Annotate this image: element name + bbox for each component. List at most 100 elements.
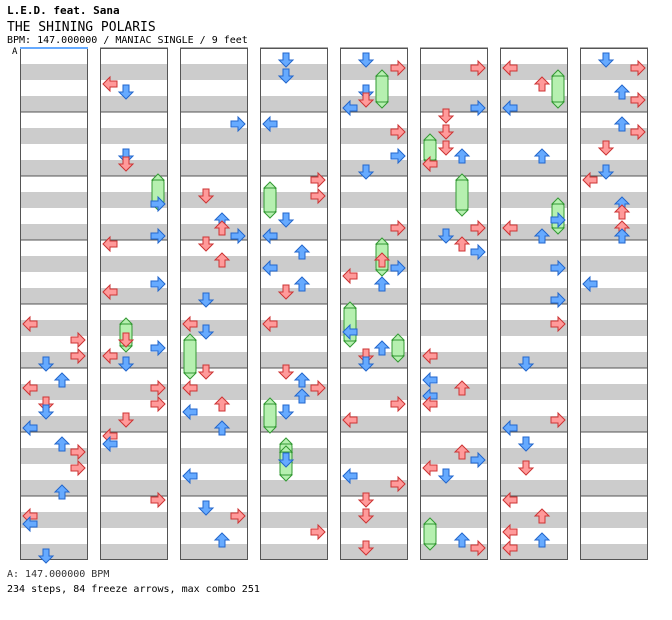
up-arrow xyxy=(373,252,391,268)
beat-band xyxy=(180,480,248,496)
right-arrow xyxy=(70,331,86,349)
freeze-arrow-head xyxy=(422,133,438,141)
right-arrow xyxy=(390,395,406,413)
up-arrow xyxy=(533,532,551,548)
right-arrow xyxy=(390,147,406,165)
beat-band xyxy=(100,160,168,176)
beat-band xyxy=(340,288,408,304)
right-arrow xyxy=(70,443,86,461)
left-arrow xyxy=(102,347,118,365)
left-arrow xyxy=(582,275,598,293)
down-arrow xyxy=(357,164,375,180)
down-arrow xyxy=(197,236,215,252)
down-arrow xyxy=(437,140,455,156)
beat-band xyxy=(100,320,168,336)
freeze-arrow-head xyxy=(390,333,406,341)
down-arrow xyxy=(117,156,135,172)
right-arrow xyxy=(310,187,326,205)
down-arrow xyxy=(437,228,455,244)
beat-band xyxy=(180,288,248,304)
column-border xyxy=(100,48,168,560)
down-arrow xyxy=(277,52,295,68)
beat-band xyxy=(180,192,248,208)
left-arrow xyxy=(102,435,118,453)
left-arrow xyxy=(102,235,118,253)
up-arrow xyxy=(533,76,551,92)
beat-band xyxy=(180,448,248,464)
down-arrow xyxy=(277,212,295,228)
beat-band xyxy=(100,512,168,528)
beat-band xyxy=(100,256,168,272)
beat-band xyxy=(180,64,248,80)
column-border xyxy=(340,48,408,560)
down-arrow xyxy=(277,404,295,420)
up-arrow xyxy=(213,220,231,236)
left-arrow xyxy=(342,99,358,117)
down-arrow xyxy=(37,404,55,420)
freeze-arrow-tail xyxy=(342,340,358,348)
freeze-arrow-head xyxy=(182,333,198,341)
left-arrow xyxy=(182,403,198,421)
beat-band xyxy=(580,192,648,208)
freeze-arrow-body xyxy=(551,75,565,103)
beat-band xyxy=(500,512,568,528)
chart-info: BPM: 147.000000 / MANIAC SINGLE / 9 feet xyxy=(7,35,248,46)
beat-band xyxy=(100,448,168,464)
beat-band xyxy=(260,544,328,560)
beat-band xyxy=(500,384,568,400)
beat-band xyxy=(20,64,88,80)
left-arrow xyxy=(502,419,518,437)
beat-band xyxy=(500,192,568,208)
beat-band xyxy=(580,448,648,464)
right-arrow xyxy=(150,195,166,213)
beat-band xyxy=(340,192,408,208)
freeze-arrow-head xyxy=(550,197,566,205)
right-arrow xyxy=(230,115,246,133)
beat-band xyxy=(20,128,88,144)
right-arrow xyxy=(230,507,246,525)
down-arrow xyxy=(517,356,535,372)
left-arrow xyxy=(22,419,38,437)
left-arrow xyxy=(422,459,438,477)
freeze-arrow-tail xyxy=(374,269,390,277)
up-arrow xyxy=(613,116,631,132)
freeze-arrow-head xyxy=(262,181,278,189)
beat-band xyxy=(260,416,328,432)
down-arrow xyxy=(277,452,295,468)
up-arrow xyxy=(293,388,311,404)
freeze-arrow-body xyxy=(183,339,197,374)
beat-band xyxy=(260,160,328,176)
freeze-arrow-body xyxy=(263,403,277,428)
freeze-arrow-head xyxy=(422,517,438,525)
beat-band xyxy=(260,512,328,528)
right-arrow xyxy=(70,347,86,365)
up-arrow xyxy=(293,244,311,260)
freeze-arrow-body xyxy=(263,187,277,213)
left-arrow xyxy=(422,347,438,365)
freeze-arrow-tail xyxy=(550,101,566,109)
beat-band xyxy=(180,160,248,176)
up-arrow xyxy=(373,276,391,292)
beat-band xyxy=(180,544,248,560)
beat-band xyxy=(500,352,568,368)
right-arrow xyxy=(630,123,646,141)
beat-band xyxy=(260,128,328,144)
left-arrow xyxy=(502,99,518,117)
freeze-arrow-head xyxy=(454,173,470,181)
left-arrow xyxy=(22,515,38,533)
beat-band xyxy=(180,128,248,144)
song-title: THE SHINING POLARIS xyxy=(7,20,156,35)
freeze-arrow-head xyxy=(374,237,390,245)
left-arrow xyxy=(182,379,198,397)
up-arrow xyxy=(53,372,71,388)
beat-band xyxy=(420,416,488,432)
bpm-summary: A: 147.000000 BPM xyxy=(7,569,110,580)
beat-band xyxy=(20,224,88,240)
freeze-arrow-body xyxy=(455,179,469,211)
up-arrow xyxy=(533,508,551,524)
beat-band xyxy=(420,128,488,144)
column-border xyxy=(500,48,568,560)
right-arrow xyxy=(630,59,646,77)
beat-band xyxy=(100,416,168,432)
